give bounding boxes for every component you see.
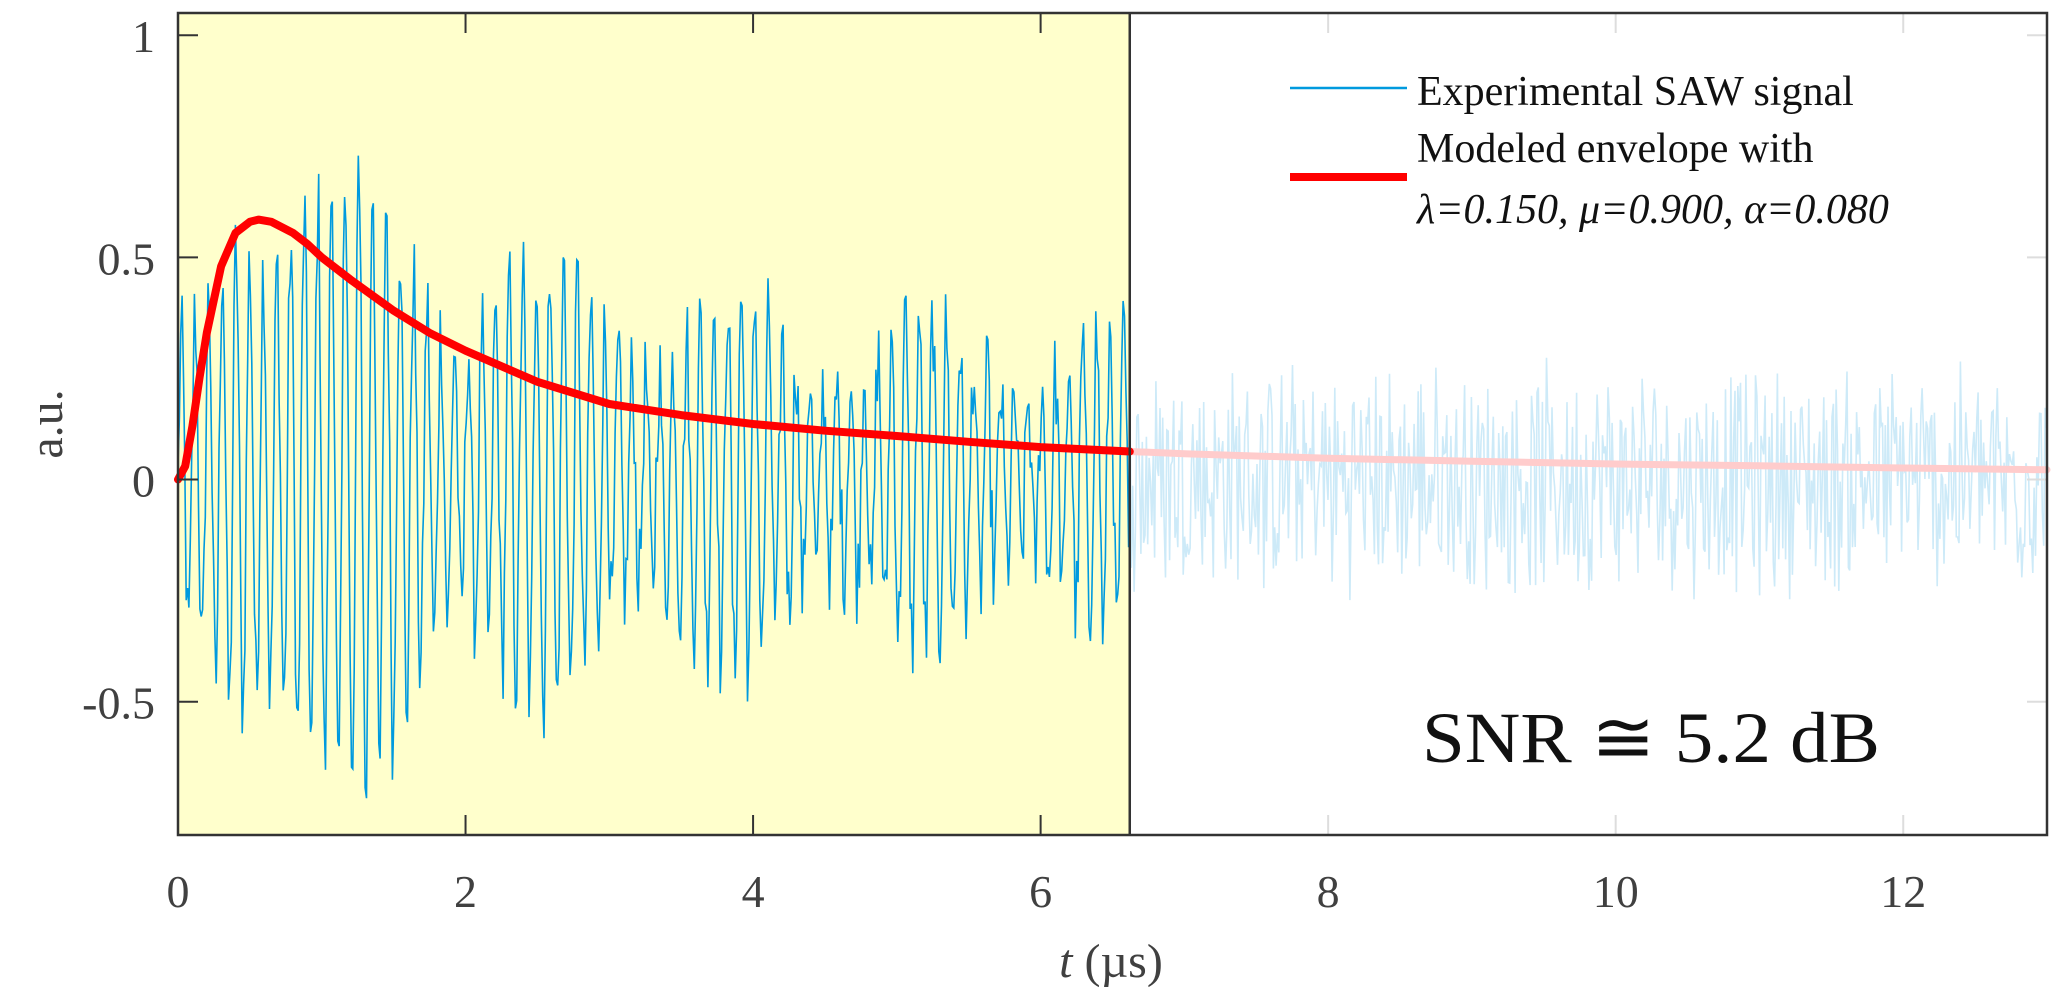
axis-ticks [178,13,2047,835]
envelope-line-faded [1126,448,2051,474]
x-tick-labels: 0 2 4 6 8 10 12 [167,866,1927,917]
x-axis-label-unit: (µs) [1073,935,1163,988]
y-tick-label: -0.5 [82,678,155,729]
snr-annotation: SNR ≅ 5.2 dB [1422,698,1880,778]
x-axis-label: t (µs) [1059,935,1163,988]
y-axis-label: a.u. [20,389,73,458]
x-tick-label: 12 [1880,866,1926,917]
x-tick-label: 8 [1317,866,1340,917]
x-tick-label: 10 [1593,866,1639,917]
axes-frame [176,11,2049,837]
y-tick-label: 0.5 [98,233,156,284]
legend-label-envelope-params: λ=0.150, μ=0.900, α=0.080 [1415,187,1889,233]
envelope-line [174,215,1134,484]
y-tick-labels: -0.5 0 0.5 1 [82,11,155,728]
envelope-layer [174,215,2051,484]
x-axis-label-variable: t [1059,935,1074,988]
x-tick-label: 0 [167,866,190,917]
legend: Experimental SAW signal Modeled envelope… [1290,69,1889,233]
signal-line [177,155,1130,799]
x-tick-label: 6 [1029,866,1052,917]
y-tick-label: 0 [132,456,155,507]
x-tick-label: 4 [742,866,765,917]
x-tick-label: 2 [454,866,477,917]
signal-layer [177,155,2048,799]
legend-label-envelope: Modeled envelope with [1417,126,1814,172]
legend-label-signal: Experimental SAW signal [1417,69,1854,115]
signal-line-faded [1129,357,2048,601]
y-tick-label: 1 [132,11,155,62]
